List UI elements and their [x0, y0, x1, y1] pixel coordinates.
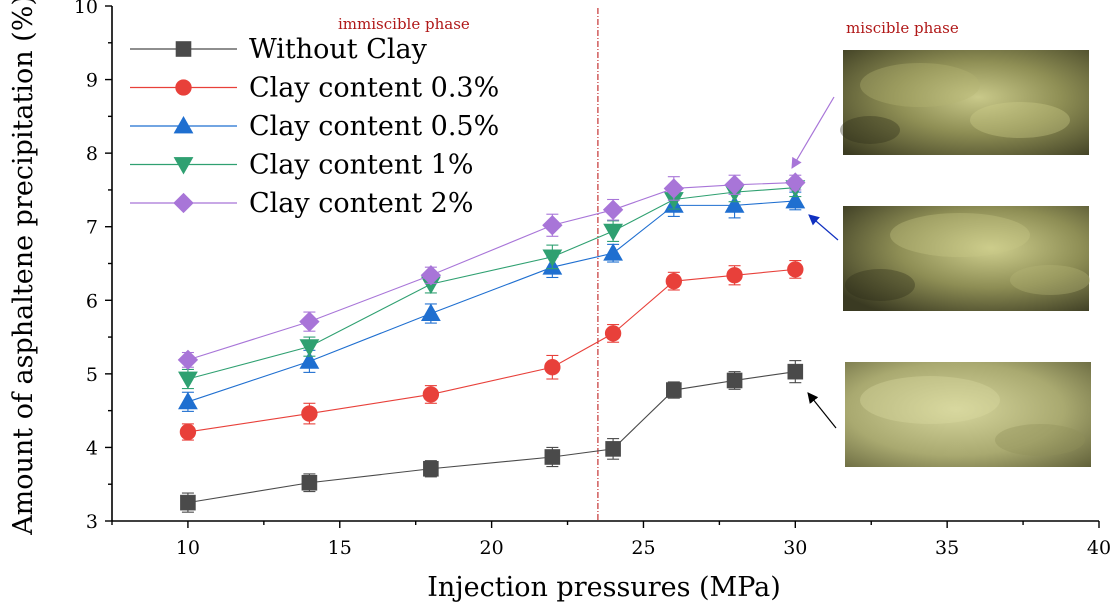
legend-marker: [173, 116, 194, 134]
y-ticks: 3 4 5 6 7 8 9 10: [74, 0, 112, 533]
y-axis-title: Amount of asphaltene precipitation (%): [8, 0, 39, 536]
data-point: [420, 303, 441, 321]
x-axis-title: Injection pressures (MPa): [427, 572, 781, 603]
data-point: [422, 386, 440, 403]
series-line: [187, 182, 796, 361]
x-tick-label: 40: [1087, 537, 1111, 559]
legend-marker: [173, 157, 194, 175]
data-point: [542, 215, 563, 236]
data-point: [544, 449, 561, 465]
data-point: [605, 441, 621, 457]
micrograph-middle: [843, 206, 1090, 311]
arrow-blue: [808, 214, 839, 241]
data-point: [299, 339, 320, 357]
series-without-clay: [180, 360, 804, 513]
data-point: [299, 351, 320, 369]
series-line: [187, 200, 796, 403]
y-tick-label: 5: [86, 364, 98, 386]
data-point: [787, 363, 804, 380]
x-tick-label: 30: [783, 537, 807, 559]
data-point: [666, 382, 682, 398]
legend-marker: [175, 41, 192, 57]
y-tick-label: 4: [86, 437, 98, 459]
x-tick-label: 35: [935, 537, 959, 559]
legend-label: Clay content 0.5%: [249, 111, 499, 142]
legend-item: Clay content 1%: [130, 150, 473, 181]
y-tick-label: 3: [86, 511, 98, 533]
legend-item: Clay content 0.3%: [130, 73, 499, 104]
legend: Without Clay Clay content 0.3% Clay conten…: [130, 34, 499, 219]
immiscible-phase-label: immiscible phase: [338, 15, 470, 33]
data-point: [423, 460, 439, 477]
data-point: [665, 272, 683, 290]
data-point: [663, 178, 685, 199]
micrograph-bottom: [845, 362, 1091, 467]
data-point: [726, 372, 743, 389]
legend-label: Clay content 1%: [249, 150, 473, 181]
legend-item: Without Clay: [130, 34, 428, 65]
miscible-phase-label: miscible phase: [846, 19, 959, 37]
data-point: [785, 190, 806, 209]
series-layer: [177, 172, 806, 513]
data-point: [179, 423, 197, 441]
legend-label: Clay content 0.3%: [249, 73, 499, 104]
data-point: [726, 267, 743, 284]
data-point: [299, 311, 320, 332]
data-point: [603, 243, 623, 261]
data-point: [542, 249, 563, 267]
x-ticks: 10 15 20 25 30 35 40: [111, 521, 1111, 559]
arrow-purple: [791, 96, 835, 169]
series-line: [187, 268, 796, 433]
legend-item: Clay content 0.5%: [130, 111, 499, 142]
data-point: [178, 391, 198, 410]
data-point: [603, 223, 623, 242]
y-tick-label: 9: [86, 70, 98, 92]
y-tick-label: 6: [86, 290, 98, 312]
x-tick-label: 20: [480, 537, 504, 559]
arrow-black: [807, 392, 837, 429]
data-point: [787, 261, 804, 278]
data-point: [724, 195, 745, 213]
data-point: [724, 174, 745, 195]
y-tick-label: 10: [74, 0, 98, 18]
legend-label: Without Clay: [249, 34, 428, 65]
data-point: [544, 359, 561, 376]
micrograph-top: [840, 50, 1089, 155]
x-tick-label: 15: [328, 537, 352, 559]
y-tick-label: 7: [86, 217, 98, 239]
legend-marker: [173, 192, 194, 214]
data-point: [301, 474, 318, 491]
data-point: [604, 325, 622, 342]
series-clay-content-0-5-: [178, 190, 806, 412]
data-point: [177, 349, 199, 371]
data-point: [180, 494, 196, 511]
data-point: [420, 265, 442, 286]
legend-label: Clay content 2%: [249, 188, 473, 219]
data-point: [602, 199, 624, 220]
series-clay-content-2-: [177, 172, 806, 371]
series-line: [187, 187, 796, 380]
data-point: [785, 172, 806, 193]
data-point: [301, 405, 318, 422]
y-tick-label: 8: [86, 143, 98, 165]
data-point: [178, 371, 198, 389]
series-line: [187, 371, 796, 504]
series-clay-content-0-3-: [179, 260, 804, 441]
legend-item: Clay content 2%: [130, 188, 473, 219]
legend-marker: [175, 79, 192, 96]
x-tick-label: 10: [176, 537, 200, 559]
x-tick-label: 25: [631, 537, 655, 559]
